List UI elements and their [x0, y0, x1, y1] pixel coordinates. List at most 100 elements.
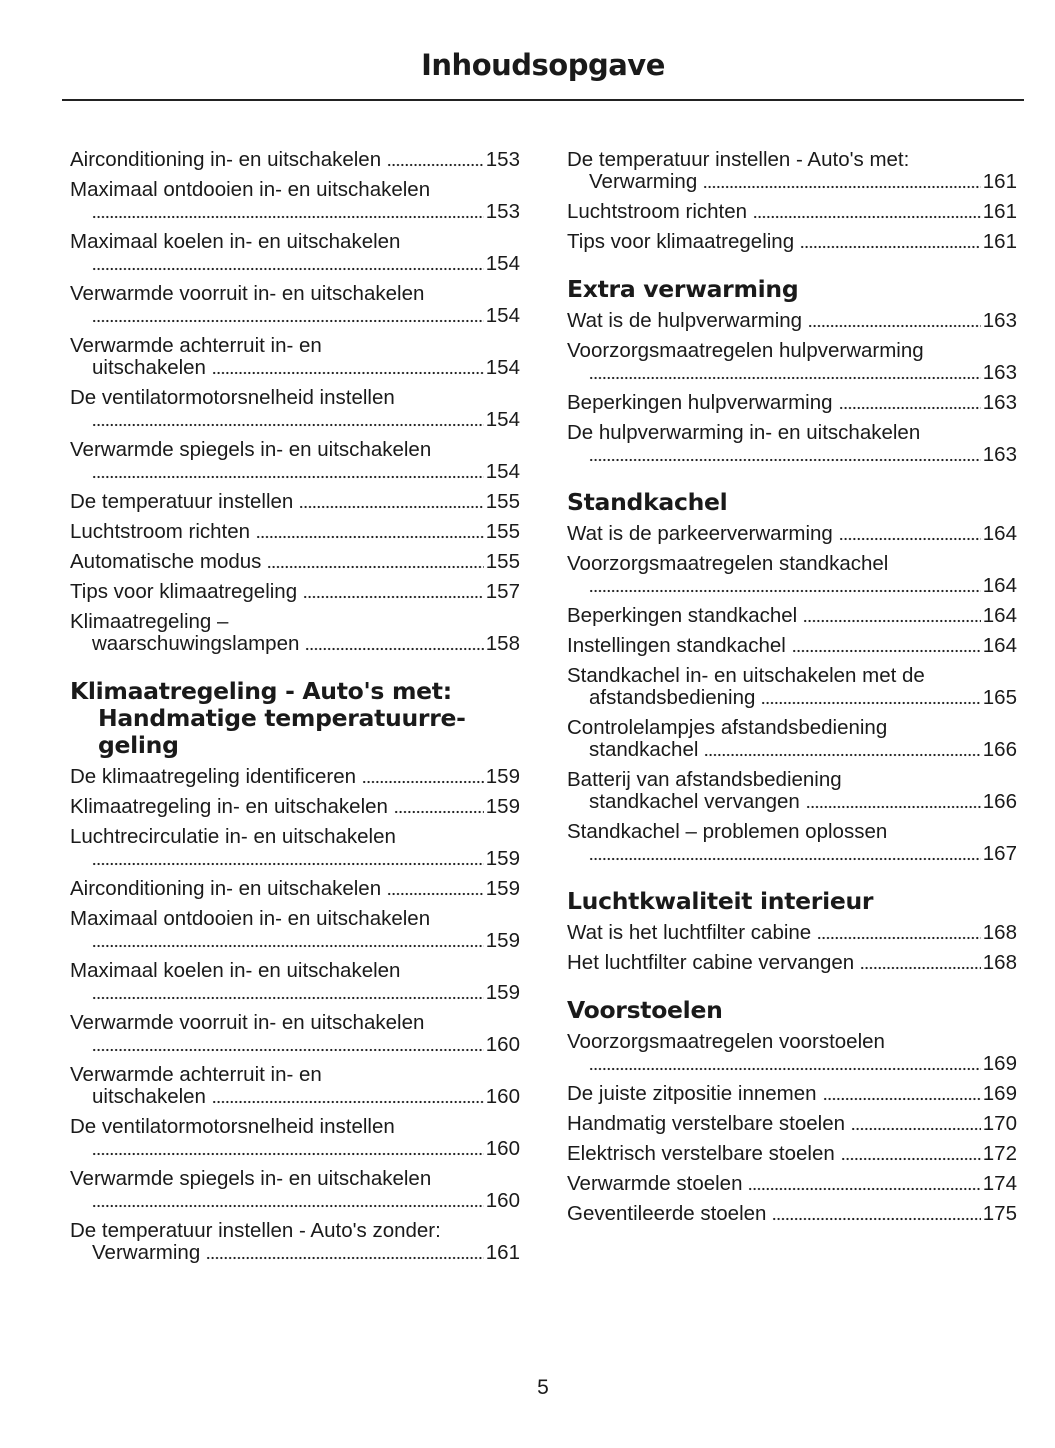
toc-entry-page: 168	[982, 951, 1017, 974]
toc-entry[interactable]: Wat is de hulpverwarming 163	[567, 310, 1017, 332]
toc-entry[interactable]: Verwarmde voorruit in- en uitschakelen 16…	[70, 1012, 520, 1056]
toc-entry-page: 165	[982, 686, 1017, 709]
toc-entry[interactable]: Handmatig verstelbare stoelen 170	[567, 1113, 1017, 1135]
toc-entry[interactable]: De juiste zitpositie innemen 169	[567, 1083, 1017, 1105]
toc-entry[interactable]: Tips voor klimaatregeling 161	[567, 231, 1017, 253]
toc-entry[interactable]: Beperkingen hulpverwarming 163	[567, 392, 1017, 414]
toc-entry-line: Automatische modus 155	[70, 551, 520, 573]
toc-entry[interactable]: Instellingen standkachel 164	[567, 635, 1017, 657]
toc-entry[interactable]: De ventilatormotorsnelheid instellen 154	[70, 387, 520, 431]
dot-leader	[256, 535, 484, 539]
toc-entry[interactable]: Wat is het luchtfilter cabine 168	[567, 922, 1017, 944]
toc-entry[interactable]: Wat is de parkeerverwarming 164	[567, 523, 1017, 545]
toc-entry-page: 153	[485, 200, 520, 223]
dot-leader	[803, 619, 981, 623]
toc-entry[interactable]: Maximaal ontdooien in- en uitschakelen 15…	[70, 179, 520, 223]
toc-entry-line: Handmatig verstelbare stoelen 170	[567, 1113, 1017, 1135]
toc-entry-page: 172	[982, 1142, 1017, 1165]
toc-entry[interactable]: Maximaal koelen in- en uitschakelen 159	[70, 960, 520, 1004]
toc-entry[interactable]: Luchtstroom richten 155	[70, 521, 520, 543]
toc-entry[interactable]: De ventilatormotorsnelheid instellen 160	[70, 1116, 520, 1160]
toc-entry[interactable]: Het luchtfilter cabine vervangen 168	[567, 952, 1017, 974]
toc-entry-title-continued: Verwarming	[589, 170, 698, 193]
toc-entry-title: Voorzorgsmaatregelen voorstoelen	[567, 1030, 885, 1053]
toc-entry-continuation: 163	[567, 362, 1017, 384]
toc-entry-line: Wat is het luchtfilter cabine 168	[567, 922, 1017, 944]
toc-entry-line: De temperatuur instellen - Auto's met:	[567, 149, 1017, 171]
toc-entry-page: 159	[485, 929, 520, 952]
toc-entry-title: Controlelampjes afstandsbediening	[567, 716, 888, 739]
toc-entry[interactable]: De klimaatregeling identificeren 159	[70, 766, 520, 788]
toc-entry[interactable]: Verwarmde stoelen 174	[567, 1173, 1017, 1195]
section-heading-line: Klimaatregeling - Auto's met:	[70, 677, 452, 705]
toc-entry-page: 161	[485, 1241, 520, 1264]
toc-entry[interactable]: Controlelampjes afstandsbediening standka…	[567, 717, 1017, 761]
toc-entry-title: Standkachel in- en uitschakelen met de	[567, 664, 925, 687]
toc-entry[interactable]: Elektrisch verstelbare stoelen 172	[567, 1143, 1017, 1165]
toc-entry-line: Het luchtfilter cabine vervangen 168	[567, 952, 1017, 974]
toc-entry-page: 160	[485, 1189, 520, 1212]
toc-entry[interactable]: Maximaal ontdooien in- en uitschakelen 15…	[70, 908, 520, 952]
toc-entry[interactable]: Batterij van afstandsbediening standkache…	[567, 769, 1017, 813]
toc-entry-line: De klimaatregeling identificeren 159	[70, 766, 520, 788]
toc-entry[interactable]: Verwarmde achterruit in- en uitschakelen 1…	[70, 1064, 520, 1108]
toc-entry[interactable]: Luchtstroom richten 161	[567, 201, 1017, 223]
toc-entry[interactable]: Maximaal koelen in- en uitschakelen 154	[70, 231, 520, 275]
dot-leader	[840, 1157, 981, 1161]
toc-entry[interactable]: De temperatuur instellen - Auto's met: Ve…	[567, 149, 1017, 193]
toc-entry[interactable]: Voorzorgsmaatregelen hulpverwarming 163	[567, 340, 1017, 384]
toc-entry-page: 159	[485, 877, 520, 900]
toc-entry[interactable]: Verwarmde voorruit in- en uitschakelen 15…	[70, 283, 520, 327]
toc-entry[interactable]: Luchtrecirculatie in- en uitschakelen 159	[70, 826, 520, 870]
dot-leader	[92, 267, 484, 271]
section-heading-line: Extra verwarming	[567, 275, 799, 303]
toc-entry-line: De hulpverwarming in- en uitschakelen	[567, 422, 1017, 444]
toc-entry-continuation: 153	[70, 201, 520, 223]
toc-entry[interactable]: Voorzorgsmaatregelen voorstoelen 169	[567, 1031, 1017, 1075]
toc-entry-continuation: 160	[70, 1034, 520, 1056]
toc-entry[interactable]: Klimaatregeling – waarschuwingslampen 158	[70, 611, 520, 655]
toc-entry-title: Voorzorgsmaatregelen hulpverwarming	[567, 339, 924, 362]
toc-entry-line: Luchtstroom richten 161	[567, 201, 1017, 223]
toc-entry-continuation: 154	[70, 461, 520, 483]
toc-entry[interactable]: Airconditioning in- en uitschakelen 153	[70, 149, 520, 171]
toc-entry[interactable]: Klimaatregeling in- en uitschakelen 159	[70, 796, 520, 818]
toc-entry-line: Klimaatregeling –	[70, 611, 520, 633]
toc-entry-line: Klimaatregeling in- en uitschakelen 159	[70, 796, 520, 818]
toc-entry[interactable]: Beperkingen standkachel 164	[567, 605, 1017, 627]
dot-leader	[92, 944, 484, 948]
toc-entry[interactable]: Standkachel – problemen oplossen 167	[567, 821, 1017, 865]
toc-entry-continuation: standkachel 166	[567, 739, 1017, 761]
toc-entry[interactable]: Verwarmde spiegels in- en uitschakelen 16…	[70, 1168, 520, 1212]
dot-leader	[211, 1100, 484, 1104]
toc-entry-line: Voorzorgsmaatregelen hulpverwarming	[567, 340, 1017, 362]
toc-entry-line: Tips voor klimaatregeling 157	[70, 581, 520, 603]
dot-leader	[817, 936, 981, 940]
toc-entry-title: Handmatig verstelbare stoelen	[567, 1112, 846, 1135]
toc-entry-page: 160	[485, 1085, 520, 1108]
dot-leader	[305, 647, 484, 651]
toc-entry[interactable]: Tips voor klimaatregeling 157	[70, 581, 520, 603]
toc-entry-line: De ventilatormotorsnelheid instellen	[70, 387, 520, 409]
toc-entry-line: Verwarmde voorruit in- en uitschakelen	[70, 283, 520, 305]
toc-entry-title-continued: uitschakelen	[92, 1085, 206, 1108]
toc-entry[interactable]: Airconditioning in- en uitschakelen 159	[70, 878, 520, 900]
toc-entry[interactable]: Voorzorgsmaatregelen standkachel 164	[567, 553, 1017, 597]
toc-entry-page: 158	[485, 632, 520, 655]
toc-entry-page: 155	[485, 520, 520, 543]
toc-entry-continuation: 160	[70, 1138, 520, 1160]
dot-leader	[387, 163, 484, 167]
dot-leader	[589, 458, 981, 462]
toc-entry[interactable]: Verwarmde spiegels in- en uitschakelen 15…	[70, 439, 520, 483]
toc-entry[interactable]: Verwarmde achterruit in- en uitschakelen 1…	[70, 335, 520, 379]
toc-entry[interactable]: Automatische modus 155	[70, 551, 520, 573]
toc-entry[interactable]: De hulpverwarming in- en uitschakelen 163	[567, 422, 1017, 466]
toc-entry-page: 175	[982, 1202, 1017, 1225]
toc-entry-title: Maximaal ontdooien in- en uitschakelen	[70, 907, 431, 930]
toc-entry-line: Beperkingen hulpverwarming 163	[567, 392, 1017, 414]
section-heading-line: Handmatige temperatuurre-	[98, 704, 466, 732]
toc-entry[interactable]: Geventileerde stoelen 175	[567, 1203, 1017, 1225]
toc-entry[interactable]: De temperatuur instellen - Auto's zonder…	[70, 1220, 520, 1264]
toc-entry[interactable]: Standkachel in- en uitschakelen met de af…	[567, 665, 1017, 709]
toc-entry[interactable]: De temperatuur instellen 155	[70, 491, 520, 513]
